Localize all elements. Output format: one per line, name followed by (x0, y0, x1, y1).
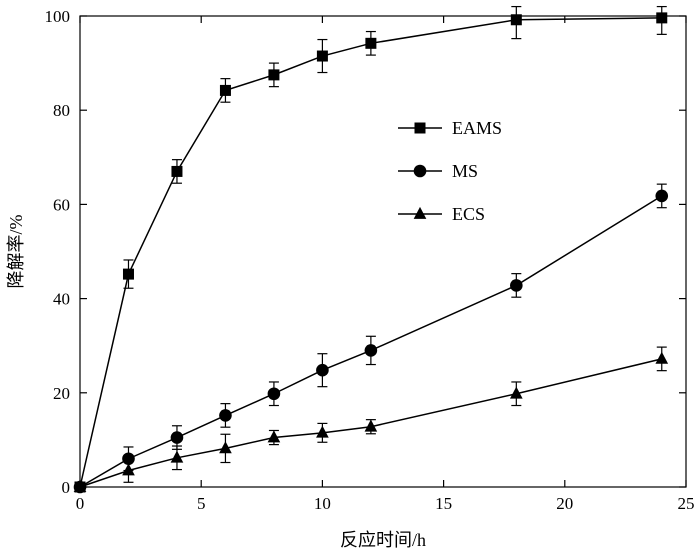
y-tick-label: 80 (53, 101, 70, 120)
data-point (122, 463, 135, 476)
data-point (316, 50, 328, 62)
data-point (267, 430, 281, 443)
data-point (364, 344, 378, 357)
data-point (170, 431, 184, 444)
x-tick-label: 20 (556, 494, 573, 513)
legend-label: MS (452, 161, 478, 181)
legend-item-eams: EAMS (398, 118, 502, 138)
legend-marker (413, 206, 427, 219)
data-point (170, 450, 184, 463)
data-point (655, 351, 669, 364)
x-tick-label: 10 (314, 494, 331, 513)
data-point (219, 441, 232, 454)
y-tick-label: 100 (45, 7, 71, 26)
x-tick-label: 15 (435, 494, 452, 513)
legend-item-ecs: ECS (398, 204, 485, 224)
data-point (510, 14, 522, 26)
legend-label: EAMS (452, 118, 502, 138)
legend-label: ECS (452, 204, 485, 224)
data-point (267, 387, 281, 401)
data-point (219, 409, 232, 422)
series-ecs (73, 346, 669, 492)
x-tick-label: 0 (76, 494, 85, 513)
series-layer (73, 5, 669, 494)
x-axis-label: 反应时间/h (340, 530, 426, 550)
data-point (122, 268, 134, 280)
legend: EAMS MS ECS (398, 118, 502, 224)
y-tick-label: 20 (53, 384, 70, 403)
series-ms (73, 183, 669, 494)
series-line (79, 17, 662, 488)
y-tick-label: 0 (62, 478, 71, 497)
data-point (316, 363, 329, 377)
y-tick-label: 40 (53, 290, 70, 309)
data-point (219, 84, 231, 96)
data-point (509, 386, 523, 399)
data-point (365, 37, 377, 49)
legend-item-ms: MS (398, 161, 478, 181)
y-axis-label: 降解率/% (6, 214, 26, 288)
legend-marker (414, 122, 426, 134)
ticks: 0 5 10 15 20 25 0 20 40 60 80 100 (45, 7, 695, 513)
data-point (510, 279, 523, 292)
plot-frame (79, 15, 687, 488)
data-point (655, 189, 669, 203)
axes (79, 15, 687, 488)
data-point (171, 165, 183, 177)
y-tick-label: 60 (53, 195, 70, 214)
data-point (364, 419, 378, 432)
legend-marker (413, 164, 427, 178)
data-point (73, 479, 87, 492)
x-tick-label: 25 (678, 494, 695, 513)
data-point (656, 12, 668, 24)
data-point (316, 425, 329, 438)
x-tick-label: 5 (197, 494, 206, 513)
data-point (268, 69, 280, 81)
